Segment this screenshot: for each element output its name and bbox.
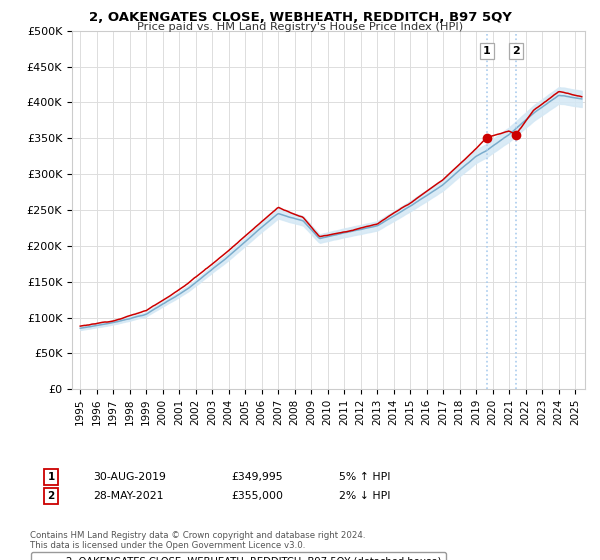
Text: £355,000: £355,000 [231, 491, 283, 501]
Text: 2, OAKENGATES CLOSE, WEBHEATH, REDDITCH, B97 5QY: 2, OAKENGATES CLOSE, WEBHEATH, REDDITCH,… [89, 11, 511, 24]
Text: 2: 2 [512, 46, 520, 56]
Text: 30-AUG-2019: 30-AUG-2019 [93, 472, 166, 482]
Legend: 2, OAKENGATES CLOSE, WEBHEATH, REDDITCH, B97 5QY (detached house), HPI: Average : 2, OAKENGATES CLOSE, WEBHEATH, REDDITCH,… [31, 552, 446, 560]
Text: 2% ↓ HPI: 2% ↓ HPI [339, 491, 391, 501]
Text: 2: 2 [47, 491, 55, 501]
Text: 5% ↑ HPI: 5% ↑ HPI [339, 472, 391, 482]
Text: 1: 1 [47, 472, 55, 482]
Text: 28-MAY-2021: 28-MAY-2021 [93, 491, 163, 501]
Text: Contains HM Land Registry data © Crown copyright and database right 2024.
This d: Contains HM Land Registry data © Crown c… [30, 530, 365, 550]
Text: 1: 1 [483, 46, 491, 56]
Text: £349,995: £349,995 [231, 472, 283, 482]
Text: Price paid vs. HM Land Registry's House Price Index (HPI): Price paid vs. HM Land Registry's House … [137, 22, 463, 32]
